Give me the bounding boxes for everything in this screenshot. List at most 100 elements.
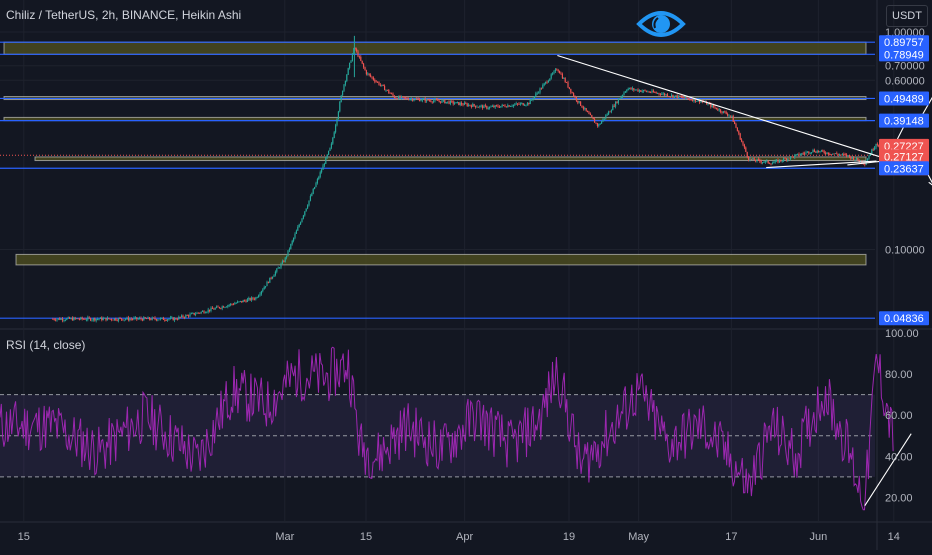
- candle-body: [486, 105, 488, 109]
- candle-body: [148, 317, 150, 320]
- candle-body: [195, 313, 197, 315]
- currency-selector[interactable]: USDT: [886, 5, 928, 27]
- candle-body: [237, 301, 239, 303]
- candle-body: [469, 104, 471, 106]
- candle-body: [105, 317, 107, 321]
- candle-body: [473, 104, 475, 106]
- candle-body: [780, 159, 782, 161]
- candle-body: [851, 156, 853, 159]
- candle-body: [270, 277, 272, 279]
- candle-body: [428, 100, 430, 102]
- candle-body: [521, 103, 523, 104]
- candle-body: [741, 139, 743, 142]
- candle-body: [560, 73, 562, 75]
- candle-body: [823, 151, 825, 154]
- candle-body: [798, 153, 800, 156]
- candle-body: [711, 105, 713, 107]
- candle-body: [633, 88, 635, 90]
- candle-body: [529, 99, 531, 105]
- candle-body: [202, 311, 204, 312]
- candle-body: [172, 317, 174, 321]
- time-tick-label: 15: [18, 531, 30, 543]
- candle-body: [517, 103, 519, 105]
- candles-group: [52, 47, 888, 323]
- candle-body: [248, 298, 250, 300]
- candle-body: [295, 230, 297, 234]
- candle-body: [759, 159, 761, 162]
- candle-body: [283, 261, 285, 262]
- candle-body: [319, 172, 321, 177]
- candle-body: [155, 319, 157, 321]
- candle-body: [419, 98, 421, 102]
- candle-body: [189, 314, 191, 317]
- candle-body: [636, 89, 638, 91]
- candle-body: [557, 70, 559, 72]
- candle-body: [108, 317, 110, 319]
- candle-body: [382, 84, 384, 86]
- candle-body: [466, 103, 468, 106]
- price-tick-label: 0.10000: [885, 245, 925, 257]
- candle-body: [815, 151, 817, 153]
- price-label-level: 0.23637: [879, 161, 929, 176]
- candle-body: [449, 100, 451, 104]
- time-tick-label: 17: [725, 531, 737, 543]
- candle-body: [232, 304, 234, 305]
- candle-body: [276, 268, 278, 272]
- candle-body: [70, 318, 72, 319]
- candle-body: [595, 122, 597, 124]
- candle-body: [533, 96, 535, 99]
- candle-body: [825, 153, 827, 154]
- candle-body: [697, 99, 699, 102]
- candle-body: [671, 94, 673, 97]
- rsi-tick-label: 60.00: [885, 410, 913, 422]
- candle-body: [598, 124, 600, 126]
- candle-body: [430, 100, 432, 102]
- candle-body: [708, 103, 710, 105]
- candle-body: [214, 307, 216, 310]
- candle-body: [854, 159, 856, 161]
- candle-body: [153, 317, 155, 319]
- candle-body: [224, 307, 226, 308]
- candle-body: [591, 115, 593, 118]
- candle-body: [384, 85, 386, 91]
- candle-body: [846, 154, 848, 157]
- candle-body: [209, 309, 211, 311]
- time-tick-label: 19: [563, 531, 575, 543]
- candle-body: [207, 309, 209, 312]
- candle-body: [532, 98, 534, 100]
- candle-body: [771, 163, 773, 165]
- candle-body: [713, 105, 715, 107]
- candle-body: [802, 153, 804, 155]
- candle-body: [818, 150, 820, 152]
- candle-body: [62, 318, 64, 321]
- candle-body: [715, 107, 717, 110]
- candle-body: [581, 105, 583, 108]
- candle-body: [314, 186, 316, 190]
- candle-body: [781, 160, 783, 162]
- candle-body: [279, 267, 281, 269]
- candle-body: [451, 100, 453, 102]
- candle-body: [217, 306, 219, 308]
- candle-body: [766, 160, 768, 162]
- candle-body: [329, 147, 331, 151]
- candle-body: [168, 318, 170, 320]
- price-label-badge: [879, 47, 929, 62]
- candle-body: [841, 153, 843, 155]
- candle-body: [722, 111, 724, 113]
- candle-body: [239, 300, 241, 302]
- candle-body: [785, 158, 787, 161]
- candle-body: [645, 90, 647, 92]
- eye-icon[interactable]: [636, 11, 686, 37]
- candle-body: [176, 319, 178, 321]
- rsi-legend: RSI (14, close): [6, 338, 86, 352]
- candle-body: [85, 319, 87, 321]
- candle-body: [531, 99, 533, 101]
- candle-body: [346, 74, 348, 81]
- candle-body: [629, 87, 631, 89]
- candle-body: [652, 90, 654, 93]
- candle-body: [181, 315, 183, 318]
- candle-body: [769, 163, 771, 164]
- candle-body: [496, 105, 498, 107]
- candle-body: [706, 101, 708, 105]
